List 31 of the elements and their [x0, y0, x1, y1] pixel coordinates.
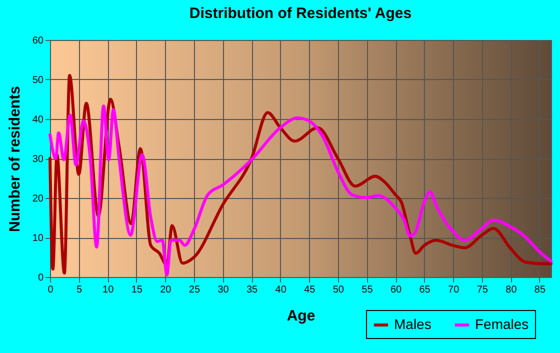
x-tick-label: 55	[362, 284, 374, 296]
x-tick-label: 80	[506, 284, 518, 296]
x-tick-label: 5	[76, 284, 83, 296]
x-tick-label: 75	[476, 284, 488, 296]
x-tick-label: 25	[188, 284, 200, 296]
x-tick-label: 60	[390, 284, 402, 296]
y-tick-label: 50	[32, 75, 44, 86]
x-tick-label: 70	[448, 284, 460, 296]
chart-title: Distribution of Residents' Ages	[189, 5, 412, 22]
y-tick-label: 40	[32, 114, 44, 126]
y-tick-label: 30	[32, 154, 44, 165]
x-tick-label: 10	[102, 284, 114, 296]
y-tick-label: 0	[38, 272, 44, 284]
x-tick-label: 65	[419, 284, 431, 296]
x-tick-label: 85	[534, 284, 546, 296]
legend-label: Males	[394, 316, 432, 332]
x-tick-label: 45	[304, 284, 316, 296]
x-tick-label: 50	[332, 284, 344, 296]
y-tick-label: 20	[32, 194, 44, 204]
line-series	[48, 104, 552, 277]
y-tick-label: 60	[32, 36, 44, 46]
x-tick-label: 30	[218, 284, 230, 296]
x-tick-label: 15	[131, 284, 143, 296]
x-tick-label: 40	[275, 284, 287, 296]
x-tick-label: 35	[246, 284, 258, 296]
x-axis-title: Age	[286, 308, 316, 324]
x-tick-label: 20	[160, 284, 172, 296]
x-tick-label: 0	[48, 284, 54, 296]
y-tick-label: 10	[32, 233, 44, 244]
y-axis-title: Number of residents	[6, 86, 24, 232]
legend-label: Females	[475, 316, 529, 332]
